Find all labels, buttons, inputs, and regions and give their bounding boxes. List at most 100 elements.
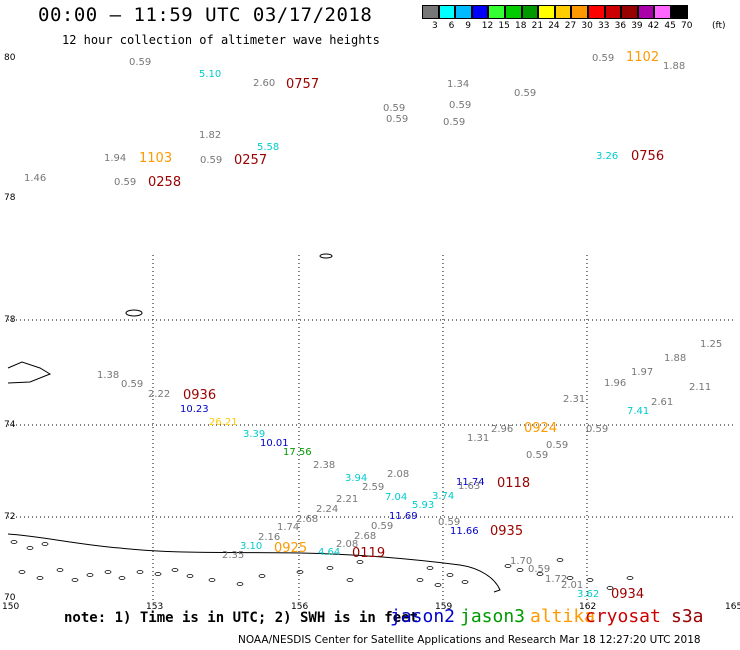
wave-height-value: 0.59 [586, 424, 608, 435]
scale-label: 36 [614, 21, 627, 31]
pass-time-label: 0924 [524, 421, 557, 436]
wave-height-value: 0.59 [528, 564, 550, 575]
scale-label: 27 [564, 21, 577, 31]
wave-height-value: 2.01 [561, 580, 583, 591]
wave-height-value: 2.60 [253, 78, 275, 89]
coastal-island [236, 582, 244, 586]
scale-swatch [671, 5, 688, 19]
islet-2 [319, 253, 333, 259]
scale-label: 39 [631, 21, 643, 31]
coastal-island [346, 578, 354, 582]
wave-height-value: 5.93 [412, 500, 434, 511]
coastal-island [516, 568, 524, 572]
coastline-south [7, 533, 501, 593]
pass-time-label: 0258 [148, 175, 181, 190]
pass-time-labels: 0757 1102 1103 0257 0756 0258 0936 0924 0118 0935… [139, 50, 664, 602]
coastal-island [36, 576, 44, 580]
wave-height-value: 26.21 [209, 417, 238, 428]
coastal-island [446, 573, 454, 577]
wave-height-value: 2.38 [313, 460, 335, 471]
latitude-label: 70 [4, 593, 16, 603]
scale-swatch [438, 5, 456, 19]
wave-height-value: 0.59 [449, 100, 471, 111]
wave-height-value: 0.59 [200, 155, 222, 166]
scale-swatch [554, 5, 572, 19]
satellite-legend-entry: cryosat [585, 606, 661, 627]
pass-time-label: 1103 [139, 151, 172, 166]
map-subtitle: 12 hour collection of altimeter wave hei… [62, 33, 380, 47]
scale-label: 45 [664, 21, 676, 31]
longitude-labels: 150 153 156 159 162 165 [2, 602, 740, 612]
wave-height-value: 1.74 [277, 522, 299, 533]
wave-height-value: 0.59 [526, 450, 548, 461]
scale-swatch [488, 5, 505, 19]
wave-height-value: 2.24 [316, 504, 338, 515]
pass-time-label: 0257 [234, 153, 267, 168]
satellite-legend-entry: jason2 [390, 606, 456, 627]
wave-height-value: 7.41 [627, 406, 649, 417]
scale-label: 70 [681, 21, 693, 31]
scale-label: 33 [598, 21, 610, 31]
islet-1 [125, 309, 143, 317]
latitude-label: 80 [4, 53, 16, 63]
wave-height-value: 3.39 [243, 429, 265, 440]
wave-height-value: 1.70 [510, 556, 532, 567]
satellite-legend-entry: altika [530, 606, 596, 627]
coastal-island [536, 572, 544, 576]
wave-height-value: 1.88 [663, 61, 685, 72]
footnote: note: 1) Time is in UTC; 2) SWH is in fe… [64, 610, 419, 626]
wave-height-value: 2.22 [148, 389, 170, 400]
coastal-island [136, 570, 144, 574]
wave-height-value: 0.59 [514, 88, 536, 99]
scale-swatch [505, 5, 522, 19]
longitude-label: 159 [435, 602, 452, 612]
longitude-label: 156 [291, 602, 308, 612]
wave-height-value: 0.59 [129, 57, 151, 68]
scale-label: 9 [465, 21, 471, 31]
wave-height-value: 1.31 [467, 433, 489, 444]
pass-time-label: 0936 [183, 388, 216, 403]
coastal-islands [10, 540, 634, 590]
scale-label: 3 [432, 21, 438, 31]
scale-swatch [521, 5, 539, 19]
scale-swatch [571, 5, 588, 19]
wave-height-value: 4.64 [318, 547, 340, 558]
coastal-island [154, 572, 162, 576]
wave-height-value: 11.74 [456, 477, 485, 488]
coastal-island [504, 564, 512, 568]
coastal-island [416, 578, 424, 582]
longitude-label: 162 [579, 602, 596, 612]
wave-height-value: 5.10 [199, 69, 221, 80]
scale-label: 24 [548, 21, 560, 31]
coastal-island [186, 574, 194, 578]
wave-height-value: 3.26 [596, 151, 618, 162]
wave-height-value: 2.08 [387, 469, 409, 480]
coastal-island [556, 558, 564, 562]
coastal-island [426, 566, 434, 570]
scale-label: 15 [498, 21, 510, 31]
wave-height-value: 2.16 [258, 532, 280, 543]
wave-height-value: 10.23 [180, 404, 209, 415]
wave-height-value: 11.66 [450, 526, 479, 537]
coastal-island [118, 576, 126, 580]
coastal-island [56, 568, 64, 572]
coastal-island [10, 540, 18, 544]
coastal-island [606, 586, 614, 590]
wave-height-value: 3.74 [432, 491, 454, 502]
scale-swatch [654, 5, 671, 19]
wave-height-value: 3.10 [240, 541, 262, 552]
latitude-label: 74 [4, 420, 16, 430]
map-title: 00:00 – 11:59 UTC 03/17/2018 [38, 4, 373, 26]
wave-height-value: 2.96 [491, 424, 513, 435]
coastal-island [566, 576, 574, 580]
latitude-label: 72 [4, 512, 15, 522]
scale-label: 42 [647, 21, 660, 31]
pass-time-label: 0934 [611, 587, 644, 602]
wave-height-value: 0.59 [371, 521, 393, 532]
wave-height-value: 3.62 [577, 589, 599, 600]
pass-time-label: 0118 [497, 476, 530, 491]
pass-time-label: 0119 [352, 546, 385, 561]
scale-swatch [471, 5, 489, 19]
